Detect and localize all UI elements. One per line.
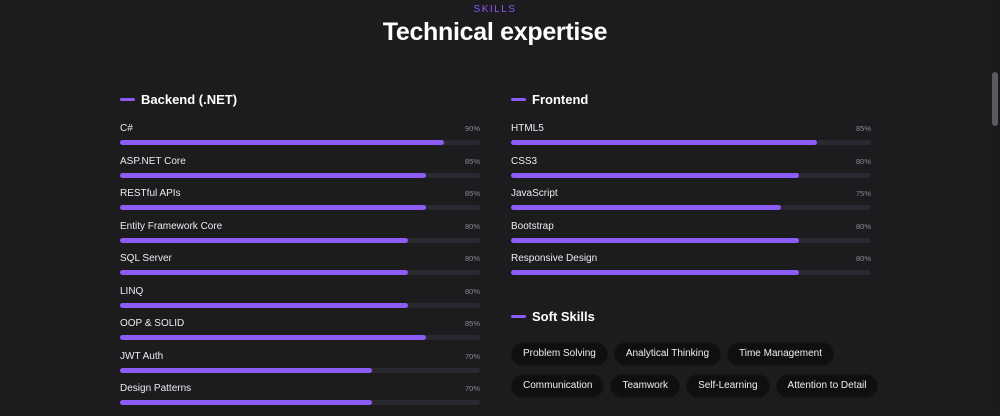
- skill-row: Responsive Design 80%: [511, 253, 871, 286]
- soft-skill-chip: Communication: [511, 374, 605, 398]
- skill-progress-track: [511, 140, 871, 145]
- skill-row: Design Patterns 70%: [120, 383, 480, 416]
- skill-progress-track: [120, 400, 480, 405]
- skill-progress-track: [120, 367, 480, 373]
- soft-skills-heading: Soft Skills: [511, 308, 871, 324]
- skill-name: JWT Auth: [120, 350, 164, 362]
- soft-skill-chip: Teamwork: [610, 374, 681, 398]
- skill-percent: 80%: [855, 254, 871, 263]
- backend-title: Backend (.NET): [141, 91, 238, 107]
- accent-dash-icon: [120, 97, 135, 101]
- soft-skill-chips: Problem Solving Analytical Thinking Time M…: [511, 342, 881, 398]
- skill-progress-fill: [120, 140, 444, 145]
- skill-name: JavaScript: [511, 188, 558, 199]
- soft-skills-section: Soft Skills Problem Solving Analytical Th…: [511, 308, 879, 398]
- skill-percent: 80%: [464, 221, 480, 231]
- skill-percent: 90%: [464, 124, 480, 133]
- skill-progress-track: [511, 205, 871, 210]
- skill-progress-fill: [120, 205, 426, 210]
- skill-progress-fill: [511, 270, 799, 275]
- skill-progress-track: [120, 205, 480, 210]
- skill-progress-fill: [511, 172, 799, 178]
- skill-percent: 80%: [464, 254, 480, 263]
- skill-name: HTML5: [511, 123, 544, 134]
- skill-name: CSS3: [511, 155, 538, 167]
- skill-progress-track: [120, 172, 480, 178]
- skill-percent: 85%: [464, 319, 480, 328]
- frontend-heading: Frontend: [511, 91, 871, 107]
- skill-row: Bootstrap 80%: [511, 221, 871, 254]
- skill-row: SQL Server 80%: [120, 253, 480, 286]
- skill-row: HTML5 85%: [511, 123, 871, 156]
- skill-progress-track: [120, 270, 480, 275]
- skill-percent: 80%: [855, 156, 871, 166]
- skill-progress-fill: [120, 367, 372, 373]
- page-scrollbar[interactable]: [990, 0, 1000, 407]
- skill-percent: 85%: [855, 124, 871, 133]
- skill-progress-fill: [120, 302, 408, 308]
- skill-row: OOP & SOLID 85%: [120, 318, 480, 351]
- skill-progress-fill: [120, 400, 372, 405]
- backend-skill-list: C# 90% ASP.NET Core 85% RESTful APIs 85% Entit…: [120, 123, 480, 416]
- skill-row: JavaScript 75%: [511, 188, 871, 221]
- skill-row: RESTful APIs 85%: [120, 188, 480, 221]
- skill-row: CSS3 80%: [511, 156, 871, 189]
- skill-progress-fill: [511, 140, 817, 145]
- skill-percent: 70%: [464, 384, 480, 393]
- soft-skills-title: Soft Skills: [532, 308, 595, 324]
- frontend-skill-list: HTML5 85% CSS3 80% JavaScript 75% Bootstrap 80%…: [511, 123, 871, 286]
- skill-row: JWT Auth 70%: [120, 351, 480, 384]
- frontend-title: Frontend: [532, 91, 589, 107]
- accent-dash-icon: [511, 314, 526, 318]
- skill-progress-fill: [120, 335, 426, 340]
- skill-row: ASP.NET Core 85%: [120, 156, 480, 189]
- skill-progress-track: [120, 335, 480, 340]
- skill-name: OOP & SOLID: [120, 318, 185, 329]
- skill-name: LINQ: [120, 285, 144, 297]
- skill-row: C# 90%: [120, 123, 480, 156]
- skill-progress-track: [120, 237, 480, 243]
- skill-name: Bootstrap: [511, 220, 554, 232]
- skill-progress-track: [120, 140, 480, 145]
- skill-percent: 70%: [464, 351, 480, 361]
- skill-progress-fill: [511, 237, 799, 243]
- soft-skill-chip: Time Management: [727, 342, 835, 366]
- skill-name: Responsive Design: [511, 253, 598, 264]
- section-eyebrow: SKILLS: [473, 4, 517, 15]
- skill-progress-fill: [120, 270, 408, 275]
- skill-percent: 85%: [464, 189, 480, 198]
- skill-name: C#: [120, 123, 133, 134]
- soft-skill-chip: Analytical Thinking: [613, 342, 722, 366]
- skill-name: SQL Server: [120, 253, 172, 264]
- frontend-skills-column: Frontend HTML5 85% CSS3 80% JavaScript 75% Boo…: [511, 91, 871, 286]
- skill-percent: 80%: [464, 286, 480, 296]
- skill-progress-fill: [120, 237, 408, 243]
- soft-skill-chip: Self-Learning: [686, 374, 770, 398]
- accent-dash-icon: [511, 97, 526, 101]
- skill-name: Design Patterns: [120, 383, 192, 394]
- skill-percent: 85%: [464, 156, 480, 166]
- skill-percent: 80%: [855, 221, 871, 231]
- skill-row: LINQ 80%: [120, 286, 480, 319]
- page-title: Technical expertise: [382, 18, 608, 46]
- soft-skill-chip: Problem Solving: [511, 342, 608, 366]
- skill-progress-track: [511, 172, 871, 178]
- backend-heading: Backend (.NET): [120, 91, 480, 107]
- skill-progress-track: [120, 302, 480, 308]
- backend-skills-column: Backend (.NET) C# 90% ASP.NET Core 85% RESTf…: [120, 91, 480, 416]
- skill-name: Entity Framework Core: [120, 220, 223, 232]
- skill-progress-track: [511, 237, 871, 243]
- skill-row: Entity Framework Core 80%: [120, 221, 480, 254]
- skill-progress-fill: [120, 172, 426, 178]
- skill-progress-fill: [511, 205, 781, 210]
- scrollbar-thumb[interactable]: [992, 72, 998, 126]
- skill-name: ASP.NET Core: [120, 155, 186, 167]
- skill-percent: 75%: [855, 189, 871, 198]
- soft-skill-chip: Attention to Detail: [775, 374, 879, 398]
- skill-name: RESTful APIs: [120, 188, 181, 199]
- skill-progress-track: [511, 270, 871, 275]
